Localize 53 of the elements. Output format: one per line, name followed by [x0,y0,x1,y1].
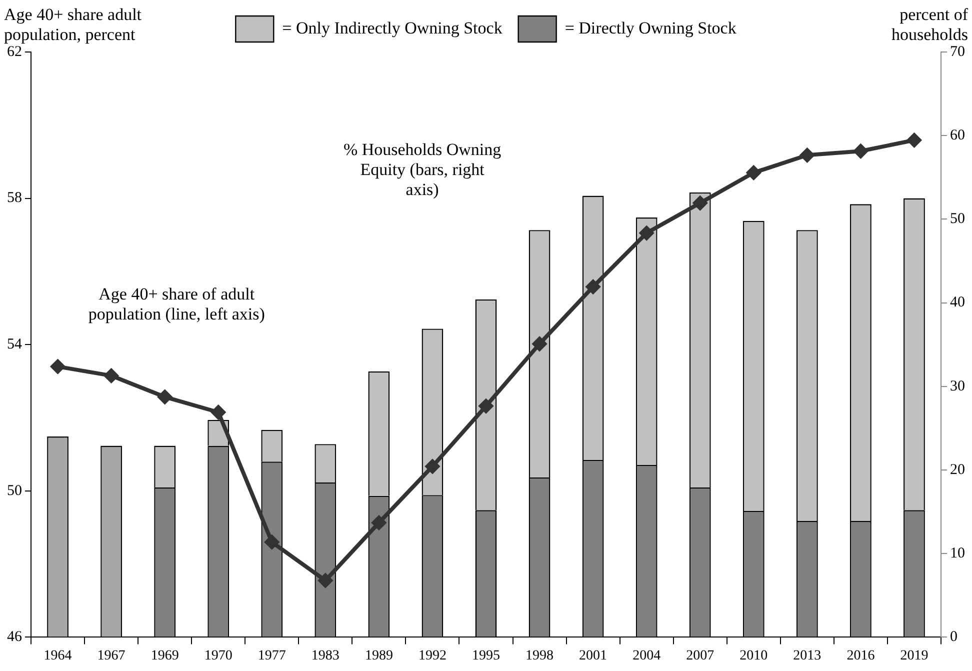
point [907,133,922,148]
point [586,280,600,294]
y2-tick-label: 30 [950,378,965,394]
x-tick-label: 2004 [632,648,661,664]
x-tick-label: 1977 [258,648,286,664]
x-tick-label: 1964 [44,648,72,664]
point [479,399,493,414]
x-tick-label: 2010 [740,648,768,664]
point [318,574,332,588]
x-tick-label: 2019 [900,648,928,664]
x-tick-label: 1998 [526,648,554,664]
point [211,405,226,420]
y-tick-label: 46 [7,629,22,646]
point [800,148,814,162]
point [693,196,708,210]
point [532,336,547,351]
x-tick-label: 1995 [472,648,500,664]
point [264,535,279,550]
point [158,390,172,404]
x-tick-label: 1989 [364,648,393,664]
y2-tick-label: 70 [950,44,965,60]
y2-tick-label: 0 [950,629,958,646]
point [372,516,386,530]
y2-tick-label: 10 [950,546,965,562]
x-tick-label: 2007 [686,648,714,664]
point [854,144,868,158]
x-tick-label: 2013 [793,648,822,664]
x-tick-label: 2016 [846,648,875,664]
point [104,368,118,383]
y-tick-label: 62 [7,44,22,60]
y-axis-title: Age 40+ share adult population, percent [4,5,142,44]
y2-tick-label: 20 [950,462,965,478]
x-tick-label: 1992 [418,648,446,664]
y2-tick-label: 40 [950,294,965,311]
point [425,459,440,474]
y-tick-label: 50 [7,482,22,499]
x-tick-label: 1983 [311,648,340,664]
x-tick-label: 1969 [150,648,179,664]
annotation: % Households Owning Equity (bars, right axis) [343,140,502,200]
point [640,226,654,240]
annotation: Age 40+ share of adult population (line, left axis) [88,284,265,324]
legend-label: = Only Indirectly Owning Stock [282,18,503,38]
x-tick-label: 1970 [204,648,232,664]
point [50,360,65,374]
legend-label: = Directly Owning Stock [564,18,737,38]
x-tick-label: 1967 [97,648,126,664]
y-tick-label: 54 [7,336,22,353]
y2-tick-label: 50 [950,211,965,228]
y2-axis-title: percent of households [892,5,968,44]
x-tick-label: 2001 [579,648,608,664]
y-tick-label: 58 [7,190,22,206]
point [746,166,761,180]
y2-tick-label: 60 [950,128,965,144]
